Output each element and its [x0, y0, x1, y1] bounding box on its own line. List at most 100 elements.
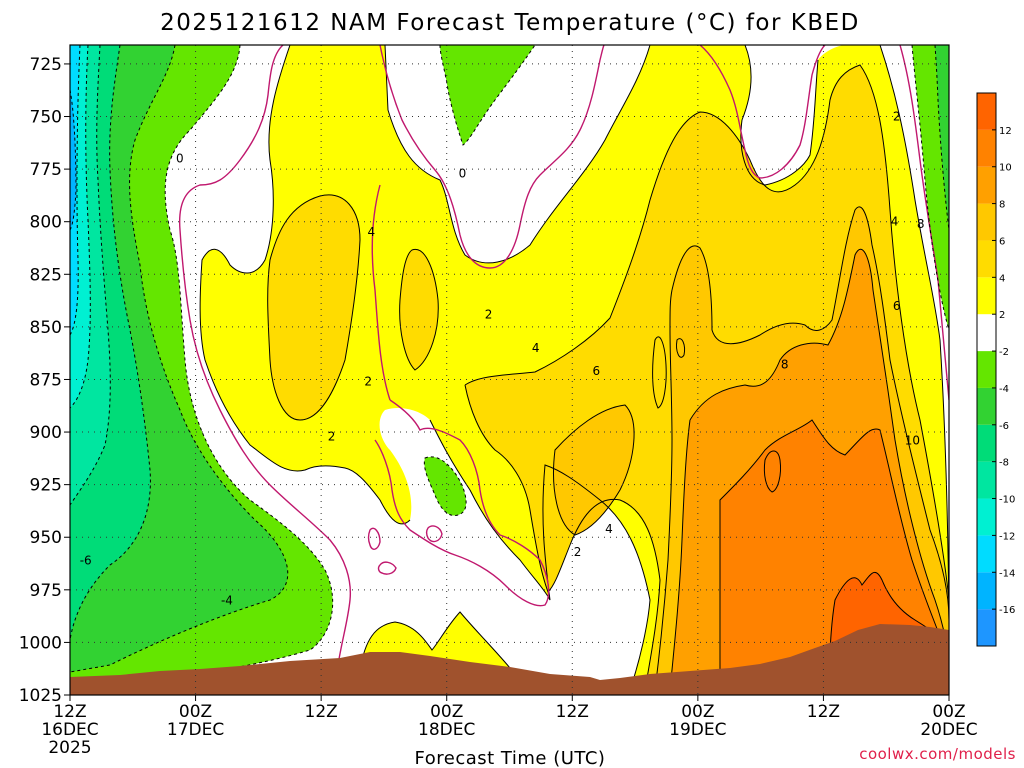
contour-plus4-mid [399, 248, 439, 371]
x-tick-label: 2025 [48, 738, 91, 758]
contour-label: 6 [893, 299, 901, 313]
contour-plus12 [827, 571, 946, 691]
contour-plus4-main [464, 64, 949, 601]
contour-label: 4 [891, 215, 899, 229]
contour-plus4-lower [464, 384, 661, 691]
x-tick-label: 12Z [53, 702, 86, 722]
colorbar-swatch [977, 129, 996, 167]
contour-plus10-small-b [763, 450, 781, 493]
colorbar-label: -4 [999, 384, 1009, 395]
colorbar-swatch [977, 461, 996, 499]
contour-labels: 0 0 2 2 2 2 2 4 4 4 4 6 6 8 8 10 -4 -6 [80, 110, 925, 608]
y-tick-label: 800 [30, 213, 62, 233]
colorbar-label: 2 [999, 310, 1005, 321]
y-tick-label: 825 [30, 265, 62, 285]
y-tick-label: 750 [30, 108, 62, 128]
colorbar-swatch [977, 166, 996, 204]
contour-label: 2 [574, 545, 582, 559]
contour-label: 8 [781, 358, 789, 372]
contour-minus12 [70, 45, 81, 336]
colorbar-swatch [977, 535, 996, 573]
field-green-lower-patch [424, 456, 467, 516]
contour-plus2-bottom-lumps [359, 611, 511, 671]
chart-title: 2025121612 NAM Forecast Temperature (°C)… [160, 10, 860, 36]
colorbar-label: -2 [999, 347, 1009, 358]
contour-zero-left [178, 45, 352, 666]
colorbar-label: 10 [999, 163, 1012, 174]
x-tick-label: 18DEC [418, 720, 475, 740]
field-green-upper-patch [440, 45, 535, 145]
field-minus14-region [70, 90, 76, 230]
contour-label: 0 [459, 166, 467, 180]
contour-label: 2 [893, 110, 901, 124]
colorbar-frame [976, 92, 997, 647]
contour-plus2-right-edge [879, 45, 949, 621]
contour-label: 2 [485, 307, 493, 321]
colorbar-label: 6 [999, 236, 1005, 247]
colorbar-label: -6 [999, 421, 1009, 432]
y-axis-ticks: 725 750 775 800 825 850 875 900 925 950 975 1000 102… [19, 55, 70, 706]
y-tick-label: 775 [30, 160, 62, 180]
colorbar-swatch [977, 240, 996, 278]
contour-minus8 [70, 45, 111, 506]
contour-zero-mid [371, 184, 391, 401]
contour-plus8 [689, 248, 949, 691]
contour-plus2-left [199, 45, 411, 525]
contour-zero-loop-c [425, 525, 443, 543]
colorbar-swatch [977, 351, 996, 388]
colorbar-swatch [977, 93, 996, 130]
contour-label: 4 [532, 341, 540, 355]
colorbar-swatch [977, 203, 996, 241]
x-tick-label: 00Z [179, 702, 212, 722]
x-tick-label: 00Z [932, 702, 965, 722]
x-tick-label: 00Z [430, 702, 463, 722]
contour-plus4-left [267, 194, 361, 421]
contour-minus2-lower-patch [423, 456, 467, 517]
colorbar-swatch [977, 609, 996, 646]
y-tick-label: 850 [30, 318, 62, 338]
contour-label: 6 [593, 364, 601, 378]
contour-plus2-lower [429, 419, 651, 691]
y-tick-label: 1025 [19, 686, 62, 706]
contour-plus8-loop-c [652, 336, 667, 409]
colorbar-label: -12 [999, 531, 1015, 542]
contour-label: 2 [328, 429, 336, 443]
x-axis-title: Forecast Time (UTC) [415, 748, 606, 768]
contour-label: 8 [917, 217, 925, 231]
contour-plus2-right-top [740, 45, 819, 186]
x-tick-label: 17DEC [167, 720, 224, 740]
terrain-surface [70, 624, 949, 695]
y-tick-label: 725 [30, 55, 62, 75]
x-tick-label: 12Z [305, 702, 338, 722]
contour-label: -6 [80, 553, 92, 567]
credit-text: coolwx.com/models [859, 745, 1016, 763]
colorbar-label: -16 [999, 605, 1015, 616]
contour-plus6-lower [654, 289, 673, 691]
colorbar-swatch [977, 277, 996, 315]
y-tick-label: 925 [30, 476, 62, 496]
colorbar-label: 8 [999, 200, 1005, 211]
contour-plus6-left [553, 404, 635, 536]
contour-label: -4 [221, 593, 233, 607]
colorbar-swatch [977, 387, 996, 425]
contour-label: 4 [605, 522, 613, 536]
colorbar-label: -8 [999, 458, 1009, 469]
contour-label: 10 [905, 433, 920, 447]
contour-zero-top [379, 45, 605, 269]
x-tick-label: 19DEC [669, 720, 726, 740]
contour-label: 4 [368, 225, 376, 239]
colorbar-label: 4 [999, 273, 1005, 284]
plot-frame [69, 44, 950, 696]
contour-plus6-right [671, 206, 949, 621]
plot-area [70, 45, 949, 695]
x-tick-label: 16DEC [41, 720, 98, 740]
x-tick-label: 12Z [807, 702, 840, 722]
colorbar-swatch [977, 424, 996, 462]
y-tick-label: 950 [30, 528, 62, 548]
contour-minus2-upper-patch [439, 45, 536, 146]
contour-minus2 [70, 45, 334, 681]
contour-plus10 [719, 419, 946, 690]
contour-label: 0 [176, 152, 184, 166]
grid-lines [70, 45, 949, 695]
